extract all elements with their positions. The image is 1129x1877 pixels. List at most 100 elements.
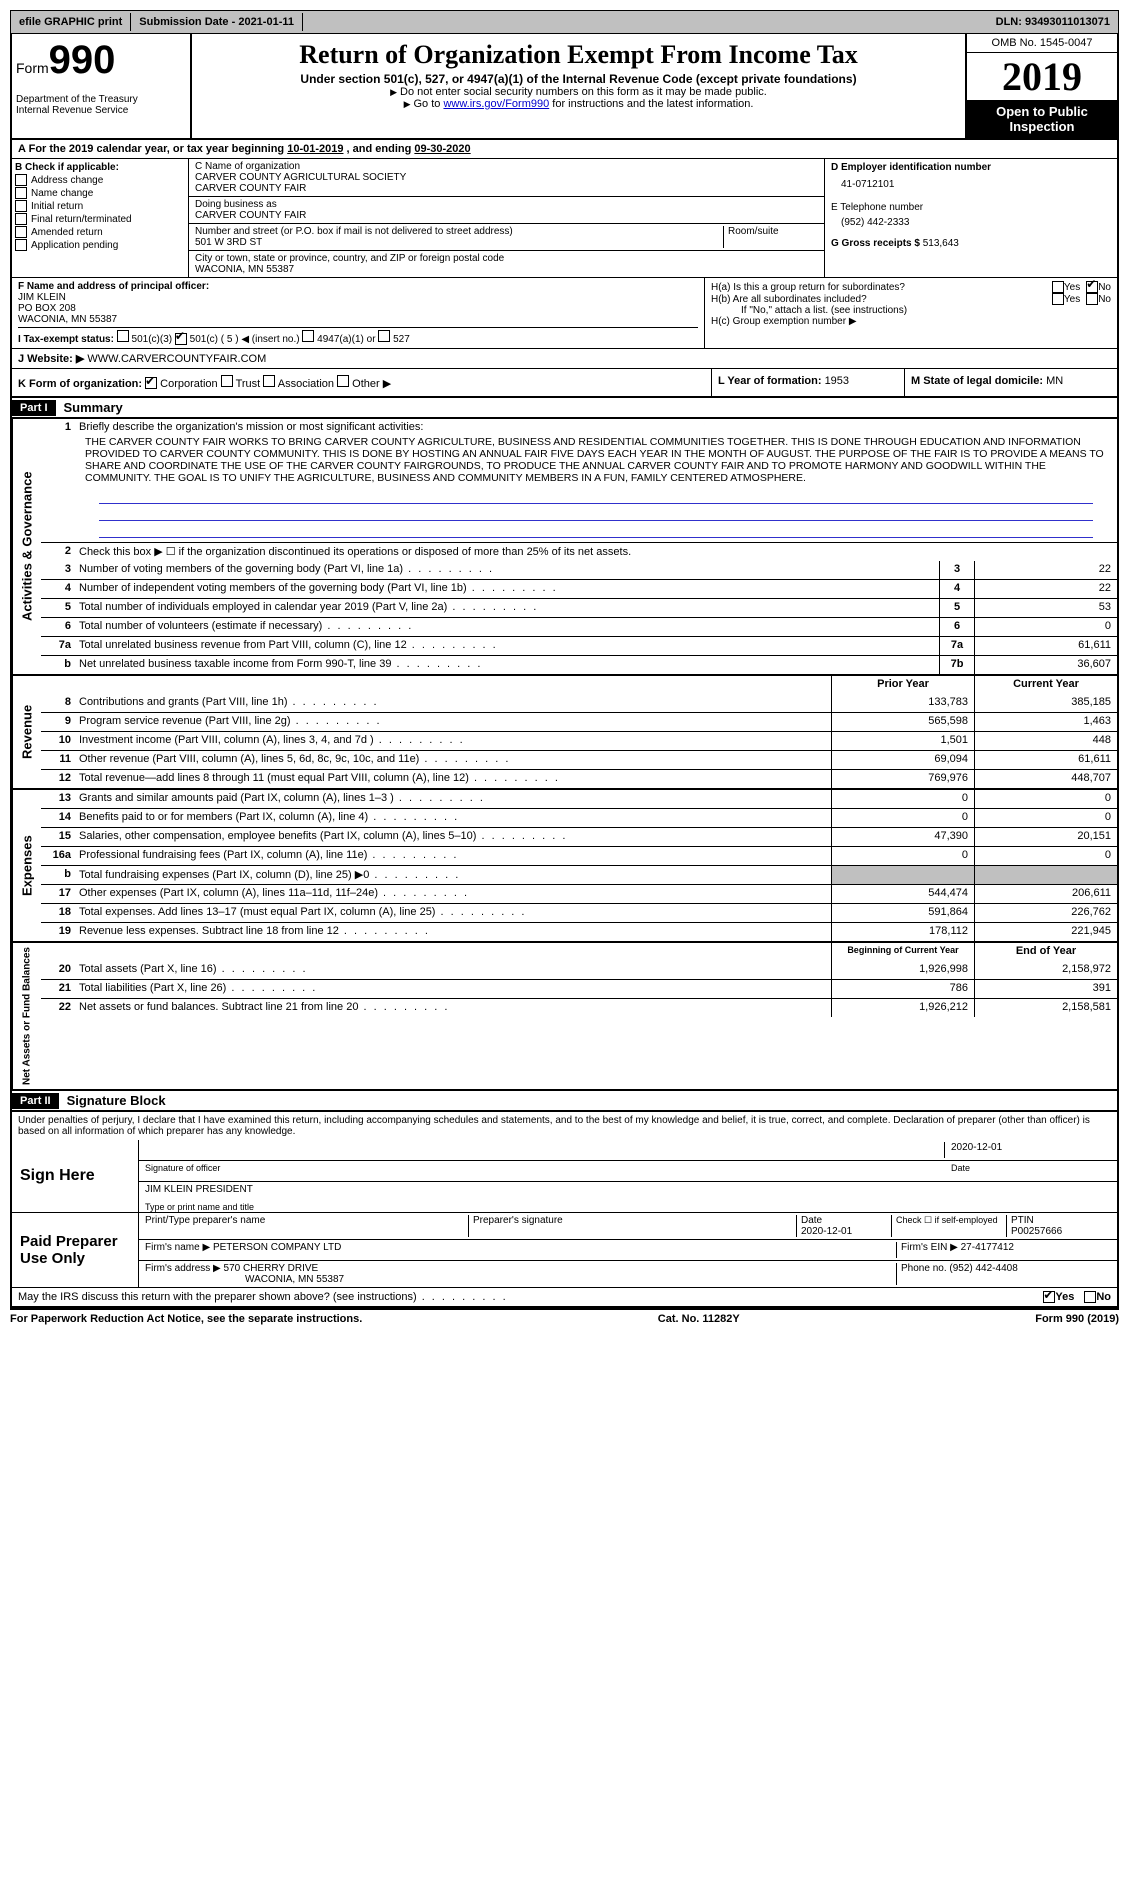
cb-hb-no[interactable] [1086,293,1098,305]
cb-ha-yes[interactable] [1052,281,1064,293]
cb-address-change[interactable] [15,174,27,186]
discuss-question: May the IRS discuss this return with the… [18,1291,1043,1303]
header-left: Form990 Department of the Treasury Inter… [12,34,192,138]
date-label: Date [951,1163,1111,1179]
cb-527[interactable] [378,330,390,342]
part1-header: Part I Summary [10,398,1119,419]
cb-hb-yes[interactable] [1052,293,1064,305]
form-org-label: K Form of organization: [18,378,142,390]
header-center: Return of Organization Exempt From Incom… [192,34,965,138]
col-end: End of Year [974,943,1117,961]
org-name-2: CARVER COUNTY FAIR [195,183,818,194]
line-text: Total number of volunteers (estimate if … [75,618,939,636]
cb-association[interactable] [263,375,275,387]
data-line: 16a Professional fundraising fees (Part … [41,846,1117,865]
line-text: Total revenue—add lines 8 through 11 (mu… [75,770,831,788]
cb-discuss-no[interactable] [1084,1291,1096,1303]
line-box: 4 [939,580,974,598]
cb-initial-return[interactable] [15,200,27,212]
line-text: Salaries, other compensation, employee b… [75,828,831,846]
vert-expenses: Expenses [12,790,41,941]
line-text: Number of independent voting members of … [75,580,939,598]
page-footer: For Paperwork Reduction Act Notice, see … [10,1308,1119,1325]
line-box: 6 [939,618,974,636]
form-subtitle: Under section 501(c), 527, or 4947(a)(1)… [196,72,961,86]
cb-application-pending[interactable] [15,239,27,251]
cb-amended[interactable] [15,226,27,238]
data-line: 20 Total assets (Part X, line 16) 1,926,… [41,961,1117,979]
line1-label: Briefly describe the organization's miss… [79,421,423,433]
current-value: 226,762 [974,904,1117,922]
data-line: 18 Total expenses. Add lines 13–17 (must… [41,903,1117,922]
current-value: 61,611 [974,751,1117,769]
line-value: 36,607 [974,656,1117,674]
org-name-1: CARVER COUNTY AGRICULTURAL SOCIETY [195,172,818,183]
ein-value: 41-0712101 [831,173,1111,202]
cb-discuss-yes[interactable] [1043,1291,1055,1303]
year-formation: 1953 [825,375,849,387]
vert-activities: Activities & Governance [12,419,41,674]
prior-value: 544,474 [831,885,974,903]
current-value: 221,945 [974,923,1117,941]
current-value: 2,158,972 [974,961,1117,979]
dba-label: Doing business as [195,199,818,210]
section-d: D Employer identification number 41-0712… [825,159,1117,277]
officer-name-label: Type or print name and title [139,1202,1117,1212]
officer-label: F Name and address of principal officer: [18,281,209,292]
prior-value: 69,094 [831,751,974,769]
current-value [974,866,1117,884]
data-line: 17 Other expenses (Part IX, column (A), … [41,884,1117,903]
city-value: WACONIA, MN 55387 [195,264,818,275]
line-text: Total liabilities (Part X, line 26) [75,980,831,998]
data-line: 15 Salaries, other compensation, employe… [41,827,1117,846]
prior-value: 0 [831,847,974,865]
mission-text: THE CARVER COUNTY FAIR WORKS TO BRING CA… [79,433,1113,487]
prior-value: 769,976 [831,770,974,788]
irs-link[interactable]: www.irs.gov/Form990 [443,98,549,110]
cb-4947[interactable] [302,330,314,342]
efile-label[interactable]: efile GRAPHIC print [11,13,131,31]
gross-label: G Gross receipts $ [831,238,923,249]
data-line: 10 Investment income (Part VIII, column … [41,731,1117,750]
prep-name-label: Print/Type preparer's name [145,1215,469,1237]
hc-label: H(c) Group exemption number ▶ [711,316,1111,327]
form-title: Return of Organization Exempt From Incom… [196,40,961,70]
vert-revenue: Revenue [12,676,41,788]
activities-section: Activities & Governance 1 Briefly descri… [10,419,1119,676]
paid-preparer-label: Paid Preparer Use Only [12,1213,139,1287]
cb-name-change[interactable] [15,187,27,199]
line-text: Grants and similar amounts paid (Part IX… [75,790,831,808]
line-box: 7b [939,656,974,674]
officer-group-block: F Name and address of principal officer:… [10,278,1119,349]
data-line: 22 Net assets or fund balances. Subtract… [41,998,1117,1017]
line-box: 7a [939,637,974,655]
footer-mid: Cat. No. 11282Y [658,1313,740,1325]
street-label: Number and street (or P.O. box if mail i… [195,226,723,237]
cb-corporation[interactable] [145,377,157,389]
hb-note: If "No," attach a list. (see instruction… [711,305,1111,316]
website-row: J Website: ▶ WWW.CARVERCOUNTYFAIR.COM [10,349,1119,369]
dept-treasury: Department of the Treasury [16,94,186,105]
line-value: 61,611 [974,637,1117,655]
data-line: 14 Benefits paid to or for members (Part… [41,808,1117,827]
firm-addr2: WACONIA, MN 55387 [145,1274,344,1285]
dept-irs: Internal Revenue Service [16,105,186,116]
cb-final-return[interactable] [15,213,27,225]
current-value: 1,463 [974,713,1117,731]
cb-other[interactable] [337,375,349,387]
cb-ha-no[interactable] [1086,281,1098,293]
website-label: J Website: ▶ [18,353,84,365]
part1-label: Part I [12,400,56,416]
org-name-label: C Name of organization [195,161,818,172]
prior-value: 591,864 [831,904,974,922]
ha-label: H(a) Is this a group return for subordin… [711,282,1052,293]
prior-value: 786 [831,980,974,998]
section-b: B Check if applicable: Address change Na… [12,159,189,277]
prior-value: 133,783 [831,694,974,712]
cb-501c3[interactable] [117,330,129,342]
line-value: 53 [974,599,1117,617]
cb-trust[interactable] [221,375,233,387]
cb-501c[interactable] [175,333,187,345]
current-value: 448,707 [974,770,1117,788]
ptin-value: P00257666 [1011,1226,1062,1237]
